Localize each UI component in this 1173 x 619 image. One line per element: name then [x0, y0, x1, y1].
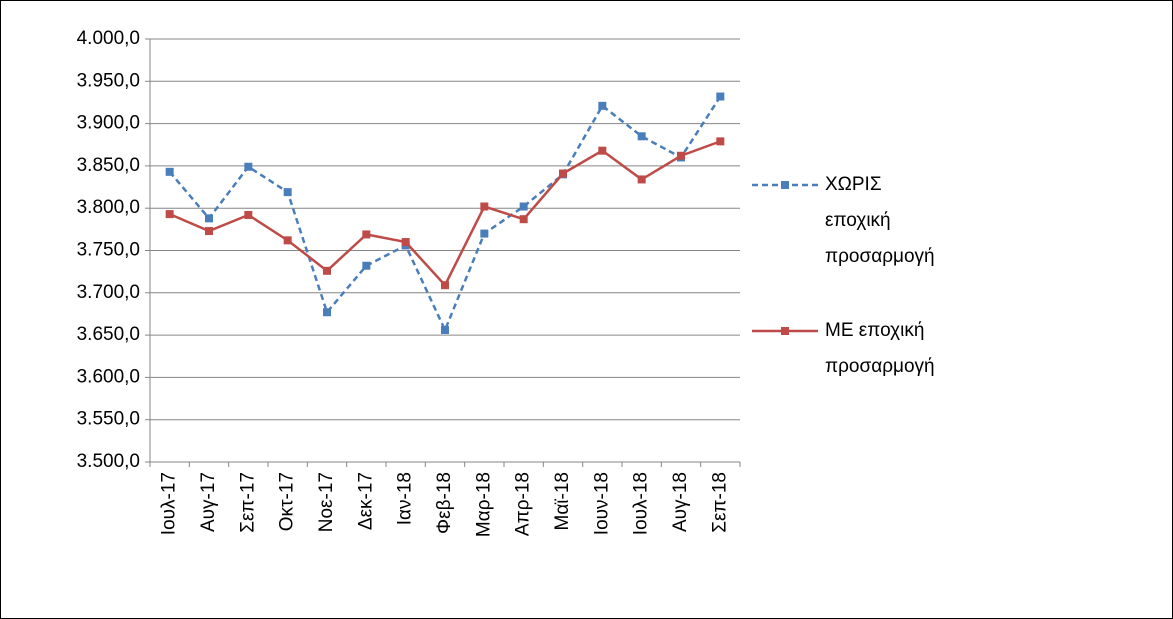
point — [323, 308, 331, 317]
point — [362, 230, 371, 239]
y-tick-label: 3.950,0 — [77, 70, 140, 91]
x-tick-label: Ιουλ-17 — [159, 472, 180, 535]
x-tick-label: Ιουλ-18 — [631, 472, 652, 535]
point — [165, 167, 174, 176]
x-tick-label: Μαϊ-18 — [552, 472, 573, 531]
point — [480, 202, 489, 211]
y-tick-label: 3.500,0 — [77, 451, 140, 472]
point — [323, 266, 331, 275]
legend-label: ΧΩΡΙΣ εποχική προσαρμογή — [825, 174, 935, 267]
y-tick-label: 3.700,0 — [77, 282, 140, 303]
y-tick-label: 3.850,0 — [77, 155, 140, 176]
point — [598, 101, 607, 110]
y-tick-label: 3.750,0 — [77, 240, 140, 261]
y-tick-label: 3.900,0 — [77, 113, 140, 134]
point — [519, 202, 528, 211]
x-tick-label: Σεπ-18 — [709, 472, 730, 533]
point — [441, 281, 449, 290]
x-tick-label: Ιαν-18 — [395, 472, 416, 525]
point — [559, 169, 567, 178]
y-tick-label: 3.550,0 — [77, 409, 140, 430]
point — [716, 137, 725, 146]
point — [637, 132, 646, 141]
legend-marker — [781, 181, 789, 189]
series-line — [168, 95, 722, 334]
point — [677, 151, 685, 160]
point — [205, 214, 213, 223]
x-tick-label: Φεβ-18 — [434, 472, 455, 534]
point — [362, 261, 371, 270]
point — [637, 175, 646, 184]
point — [165, 210, 174, 219]
x-tick-label: Οκτ-17 — [277, 472, 298, 531]
x-tick-label: Δεκ-17 — [355, 472, 376, 530]
x-tick-label: Αυγ-18 — [670, 472, 691, 532]
point — [244, 162, 253, 171]
point — [519, 215, 528, 224]
point — [205, 227, 213, 236]
point — [441, 326, 449, 335]
y-tick-label: 3.600,0 — [77, 366, 140, 387]
legend-label: ΜΕ εποχική προσαρμογή — [825, 320, 935, 377]
x-tick-label: Απρ-18 — [513, 472, 534, 536]
point — [244, 210, 253, 219]
x-tick-label: Μαρ-18 — [473, 472, 494, 537]
point — [283, 188, 292, 197]
y-tick-label: 3.800,0 — [77, 197, 140, 218]
point — [598, 146, 607, 155]
x-tick-label: Σεπ-17 — [237, 472, 258, 533]
y-tick-label: 3.650,0 — [77, 324, 140, 345]
point — [716, 92, 725, 101]
point — [480, 229, 489, 238]
x-tick-label: Ιουν-18 — [591, 472, 612, 535]
y-tick-label: 4.000,0 — [77, 28, 140, 49]
point — [283, 236, 292, 245]
legend-marker — [781, 327, 789, 335]
x-tick-label: Νοε-17 — [316, 472, 337, 532]
x-tick-label: Αυγ-17 — [198, 472, 219, 532]
point — [401, 238, 410, 247]
